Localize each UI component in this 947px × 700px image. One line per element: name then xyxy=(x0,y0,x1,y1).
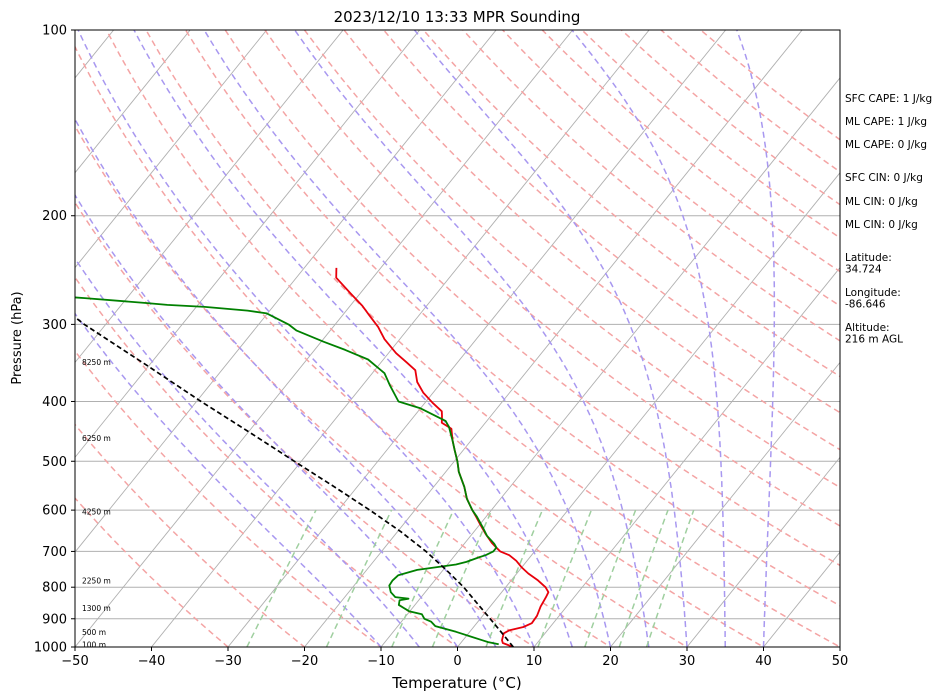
dry-adiabat-line xyxy=(145,30,840,647)
x-tick-label: −30 xyxy=(214,654,241,669)
y-axis-label: Pressure (hPa) xyxy=(10,291,25,384)
moist-adiabat-line xyxy=(133,30,574,647)
height-labels: 8250 m 6250 m 4250 m 2250 m 1300 m 500 m 100 m xyxy=(82,358,111,649)
moist-adiabat-line xyxy=(75,117,497,647)
dry-adiabat-line xyxy=(75,201,536,647)
moist-adiabat-line xyxy=(77,30,535,647)
x-tick-label: −50 xyxy=(61,654,88,669)
y-tick-label: 300 xyxy=(42,318,67,333)
y-tick-label: 700 xyxy=(42,545,67,560)
x-tick-label: 50 xyxy=(832,654,849,669)
height-label: 500 m xyxy=(82,628,106,637)
dry-adiabat-line xyxy=(462,30,840,342)
x-tick-label: −20 xyxy=(291,654,318,669)
isotherm-line xyxy=(762,551,840,647)
isotherm-line xyxy=(533,266,840,647)
dry-adiabat-line xyxy=(75,276,459,647)
dry-adiabat-line xyxy=(343,30,840,451)
dry-adiabat-line xyxy=(75,45,689,647)
moist-adiabat-line xyxy=(571,30,727,647)
stability-annotation: ML CIN: 0 J/kg xyxy=(845,196,918,208)
stability-annotation: ML CAPE: 1 J/kg xyxy=(845,116,927,128)
stability-annotation: Altitude: 216 m AGL xyxy=(845,322,903,346)
x-tick-label: 20 xyxy=(602,654,619,669)
dry-adiabat-line xyxy=(105,30,766,647)
x-tick-label: 30 xyxy=(679,654,696,669)
isotherm-line xyxy=(150,30,650,647)
chart-title: 2023/12/10 13:33 MPR Sounding xyxy=(334,8,581,26)
isotherm-line xyxy=(380,77,840,647)
isotherm-line xyxy=(303,30,803,647)
y-tick-label: 800 xyxy=(42,581,67,596)
dry-adiabat-line xyxy=(502,30,840,307)
stability-annotation: ML CAPE: 0 J/kg xyxy=(845,139,927,151)
mixing-ratio-line xyxy=(618,509,669,647)
height-label: 4250 m xyxy=(82,507,111,516)
stability-annotation: SFC CAPE: 1 J/kg xyxy=(845,93,932,105)
y-tick-label: 500 xyxy=(42,455,67,470)
isotherm-line xyxy=(75,30,344,364)
isotherm-line xyxy=(75,30,191,174)
y-tick-label: 900 xyxy=(42,612,67,627)
mixing-ratio-line xyxy=(537,509,593,647)
isotherm-line xyxy=(75,30,268,269)
stability-annotation: Latitude: 34.724 xyxy=(845,252,892,276)
mixing-ratio-line xyxy=(584,509,637,647)
mixing-ratio-line xyxy=(431,509,493,647)
dry-adiabat-line xyxy=(75,124,612,647)
moist-adiabat-line xyxy=(75,193,459,647)
dry-adiabat-line xyxy=(75,423,306,647)
stability-annotation: ML CIN: 0 J/kg xyxy=(845,219,918,231)
dry-adiabat-line xyxy=(75,349,383,647)
stability-annotations: SFC CAPE: 1 J/kg ML CAPE: 1 J/kg ML CAPE: … xyxy=(845,93,932,346)
y-tick-label: 100 xyxy=(42,24,67,39)
height-label: 8250 m xyxy=(82,358,111,367)
moist-adiabat-line xyxy=(294,30,650,647)
axis-ticks: −50 −40 −30 −20 −10 0 10 20 30 40 50 100 200 300 400 50… xyxy=(34,24,848,670)
y-tick-label: 1000 xyxy=(34,641,67,656)
x-tick-label: 0 xyxy=(453,654,461,669)
x-tick-label: 40 xyxy=(755,654,772,669)
mixing-ratio-line xyxy=(391,509,455,647)
dry-adiabat-line xyxy=(75,496,230,647)
isotherm-line xyxy=(609,361,840,647)
dewpoint-trace xyxy=(75,296,499,646)
stability-annotation: SFC CIN: 0 J/kg xyxy=(845,172,923,184)
mixing-ratio-line xyxy=(485,509,544,647)
height-label: 6250 m xyxy=(82,434,111,443)
dry-adiabat-line xyxy=(184,30,840,607)
moist-adiabat-line xyxy=(75,312,382,647)
isotherm-line xyxy=(75,30,574,647)
isotherm-line xyxy=(75,30,497,553)
dry-adiabat-line xyxy=(264,30,840,527)
isotherm-line xyxy=(686,456,840,647)
mixing-ratio-line xyxy=(645,509,695,647)
mixing-ratio-line xyxy=(325,509,393,647)
y-tick-label: 600 xyxy=(42,504,67,519)
x-axis-label: Temperature (°C) xyxy=(391,674,521,692)
sounding-traces xyxy=(75,267,550,647)
x-tick-label: −10 xyxy=(367,654,394,669)
y-tick-label: 400 xyxy=(42,395,67,410)
height-label: 1300 m xyxy=(82,604,111,613)
dry-adiabat-line xyxy=(224,30,840,567)
moist-adiabat-line xyxy=(203,30,612,647)
x-tick-label: −40 xyxy=(138,654,165,669)
background-lines xyxy=(75,30,840,647)
stability-annotation: Longitude: -86.646 xyxy=(845,287,901,311)
dry-adiabat-line xyxy=(303,30,840,489)
isotherm-line xyxy=(227,30,727,647)
moist-adiabat-line xyxy=(736,30,776,647)
height-label: 100 m xyxy=(82,640,106,649)
parcel-profile-trace xyxy=(75,316,514,647)
height-label: 2250 m xyxy=(82,576,111,585)
isotherm-line xyxy=(75,30,421,459)
moist-adiabat-line xyxy=(413,30,688,647)
y-tick-label: 200 xyxy=(42,209,67,224)
mixing-ratio-line xyxy=(246,509,317,647)
x-tick-label: 10 xyxy=(526,654,543,669)
